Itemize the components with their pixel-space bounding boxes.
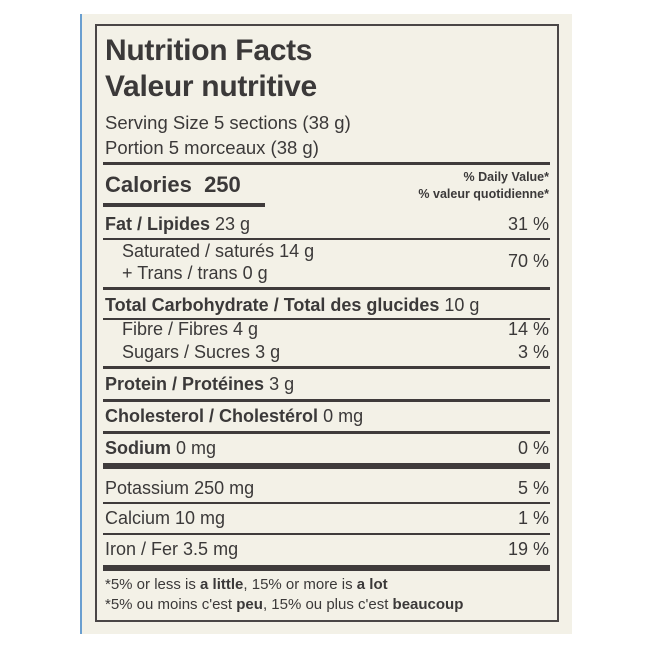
serving-size-en: Serving Size 5 sections (38 g) [105, 112, 351, 133]
divider [103, 287, 550, 290]
divider [103, 533, 550, 535]
nutrient-row-calcium: Calcium 10 mg 1 % [105, 508, 549, 528]
calories: Calories 250 [105, 172, 241, 197]
divider [103, 502, 550, 504]
nutrient-row-protein: Protein / Protéines 3 g [105, 374, 295, 394]
nutrient-row-sodium: Sodium 0 mg 0 % [105, 438, 549, 458]
nutrition-facts-table [95, 24, 559, 622]
nutrient-row-carbohydrate: Total Carbohydrate / Total des glucides … [105, 295, 480, 315]
nutrient-row-iron: Iron / Fer 3.5 mg 19 % [105, 539, 549, 559]
daily-value-header-en: % Daily Value* [463, 170, 549, 184]
nutrient-row-saturated: Saturated / saturés 14 g [122, 241, 315, 261]
nutrient-row-fibre: Fibre / Fibres 4 g 14 % [122, 319, 549, 339]
divider [103, 399, 550, 402]
calories-underline [103, 203, 265, 207]
daily-value-header-fr: % valeur quotidienne* [418, 187, 549, 201]
divider [103, 366, 550, 369]
divider [103, 238, 550, 240]
footnote-en: *5% or less is a little, 15% or more is … [105, 576, 388, 593]
footnote-fr: *5% ou moins c'est peu, 15% ou plus c'es… [105, 596, 464, 613]
package-background [80, 14, 572, 634]
divider [103, 162, 550, 165]
divider [103, 318, 550, 320]
saturated-trans-dv: 70 % [507, 251, 549, 271]
nutrient-row-trans: + Trans / trans 0 g [122, 263, 268, 283]
serving-size-fr: Portion 5 morceaux (38 g) [105, 137, 319, 158]
nutrient-row-cholesterol: Cholesterol / Cholestérol 0 mg [105, 406, 364, 426]
title-en: Nutrition Facts [105, 34, 313, 67]
title-fr: Valeur nutritive [105, 70, 317, 103]
divider [103, 463, 550, 469]
nutrient-row-potassium: Potassium 250 mg 5 % [105, 478, 549, 498]
divider [103, 565, 550, 571]
nutrient-row-fat: Fat / Lipides 23 g 31 % [105, 214, 549, 234]
divider [103, 431, 550, 434]
